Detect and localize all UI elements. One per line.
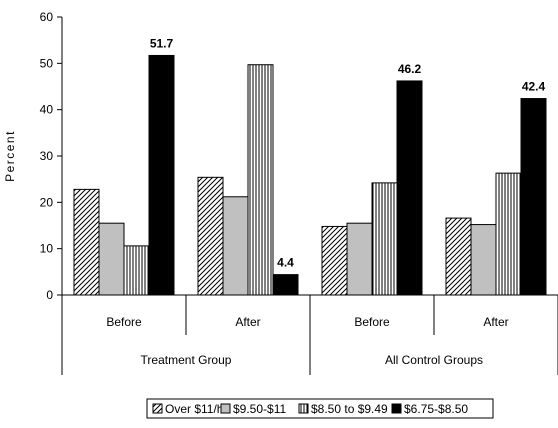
category-label: After (483, 315, 508, 329)
legend-label: Over $11/hr (165, 402, 227, 416)
y-tick-label: 40 (40, 103, 54, 117)
legend-label: $8.50 to $9.49 (311, 402, 388, 416)
y-tick-label: 20 (40, 195, 54, 209)
y-tick-label: 10 (40, 242, 54, 256)
legend-swatch (220, 403, 231, 414)
bar (123, 245, 150, 296)
y-tick-label: 60 (40, 10, 54, 24)
category-label: Before (354, 315, 390, 329)
bar (247, 64, 274, 296)
bar (197, 176, 224, 296)
bar (445, 217, 472, 296)
y-tick-label: 50 (40, 56, 54, 70)
bar (346, 222, 373, 296)
legend-swatch (298, 403, 309, 414)
bar (272, 274, 299, 296)
bar (73, 188, 100, 296)
bar (148, 54, 175, 296)
y-tick-label: 30 (40, 149, 54, 163)
bar (371, 182, 398, 296)
data-label: 46.2 (398, 62, 422, 76)
bar (321, 225, 348, 296)
legend-swatch (391, 403, 402, 414)
data-label: 4.4 (277, 256, 294, 270)
legend-label: $9.50-$11 (233, 402, 286, 416)
bar (495, 172, 522, 296)
data-label: 51.7 (150, 36, 174, 50)
legend-swatch (152, 403, 163, 414)
legend-box (146, 398, 494, 419)
data-label: 42.4 (522, 80, 546, 94)
y-axis-title: Percent (3, 130, 17, 182)
group-label: All Control Groups (385, 353, 483, 367)
bar (520, 98, 547, 296)
bar (98, 222, 125, 296)
category-label: Before (106, 315, 142, 329)
group-label: Treatment Group (141, 353, 232, 367)
bar (470, 224, 497, 296)
bar (222, 196, 249, 296)
legend-label: $6.75-$8.50 (404, 402, 468, 416)
category-label: After (235, 315, 260, 329)
y-tick-label: 0 (46, 288, 53, 302)
bar (396, 80, 423, 296)
